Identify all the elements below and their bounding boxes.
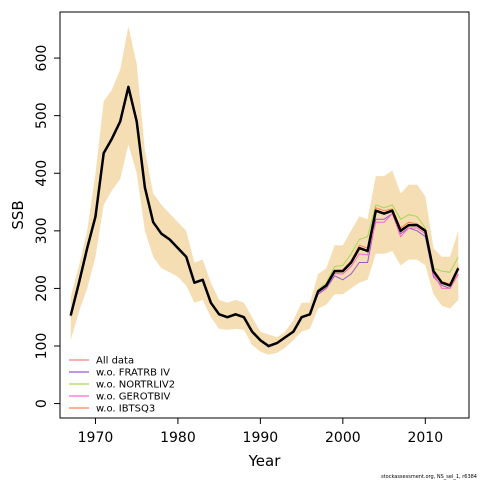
x-tick-label: 1970 [78,430,114,446]
x-axis: 1970 1980 1990 2000 2010 [78,418,443,446]
legend-label-3: w.o. NORTRLIV2 [96,380,175,391]
y-tick-label: 600 [34,45,50,72]
legend-label-5: w.o. IBTSQ3 [96,404,155,415]
legend-label-1: All data [96,356,134,367]
main-estimate-line [69,85,460,348]
y-tick-label: 0 [34,399,50,408]
plot-frame [59,11,470,419]
x-tick-label: 1980 [160,430,196,446]
x-tick-label: 2010 [407,430,443,446]
x-tick-label: 1990 [243,430,279,446]
x-tick-label: 2000 [325,430,361,446]
x-axis-title: Year [248,452,282,470]
confidence-band-layer [70,26,459,355]
y-tick-label: 500 [34,102,50,129]
y-axis-title: SSB [9,200,27,229]
y-tick-label: 200 [34,275,50,302]
legend-label-2: w.o. FRATRB IV [96,368,170,379]
main-estimate-layer [69,85,460,348]
confidence-band [70,26,459,355]
y-axis: 0 100 200 300 400 500 600 [34,45,60,408]
y-tick-label: 100 [34,333,50,360]
y-tick-label: 400 [34,160,50,187]
legend-label-4: w.o. GEROTBIV [96,392,171,403]
footer-credit: stockassessment.org, NS_sel_1, r6384 [381,474,477,480]
y-tick-label: 300 [34,217,50,244]
